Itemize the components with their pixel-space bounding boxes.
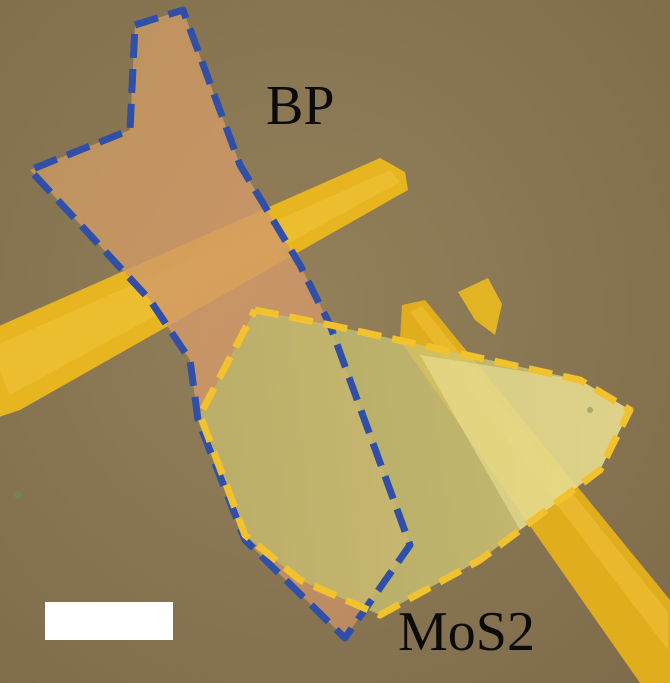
mos2-bright-region bbox=[420, 355, 630, 530]
speck bbox=[14, 491, 22, 499]
mos2-outline bbox=[196, 306, 634, 619]
scale-bar bbox=[45, 602, 173, 640]
small-flake bbox=[458, 278, 502, 335]
mos2-label: MoS2 bbox=[398, 601, 535, 663]
bp-outline bbox=[26, 6, 414, 642]
speck bbox=[587, 407, 593, 413]
bp-label: BP bbox=[266, 75, 335, 137]
